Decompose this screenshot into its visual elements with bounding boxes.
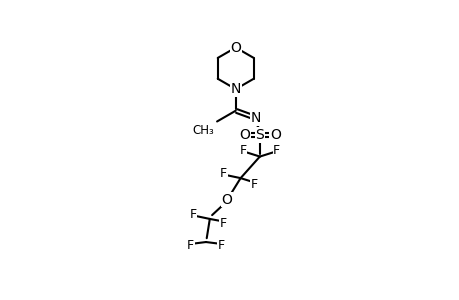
- Text: F: F: [217, 239, 224, 252]
- Text: F: F: [273, 144, 280, 157]
- Text: CH₃: CH₃: [192, 124, 213, 137]
- Text: F: F: [219, 217, 227, 230]
- Text: F: F: [250, 178, 257, 191]
- Text: S: S: [255, 128, 263, 142]
- Text: N: N: [230, 82, 241, 96]
- Text: O: O: [221, 193, 232, 207]
- Text: O: O: [230, 40, 241, 55]
- Text: F: F: [239, 144, 246, 157]
- Text: N: N: [250, 111, 261, 125]
- Text: F: F: [189, 208, 196, 221]
- Text: F: F: [219, 167, 227, 180]
- Text: F: F: [187, 239, 194, 252]
- Text: O: O: [239, 128, 249, 142]
- Text: O: O: [269, 128, 280, 142]
